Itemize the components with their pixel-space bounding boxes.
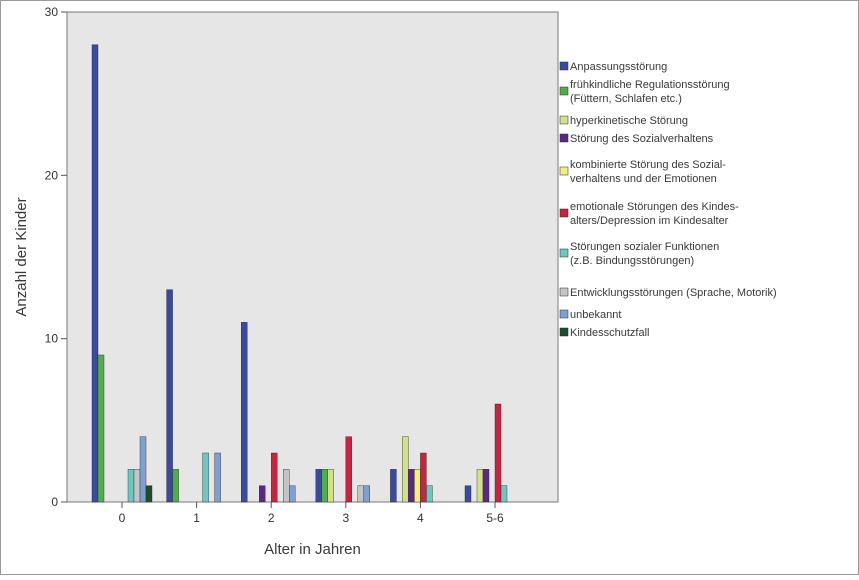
bar <box>271 452 278 503</box>
bar <box>500 485 508 503</box>
bar <box>357 485 364 503</box>
bar <box>91 44 99 503</box>
bar <box>214 452 221 503</box>
bar <box>426 485 433 503</box>
bar <box>482 469 490 503</box>
legend-entry: kombinierte Störung des Sozial-verhalten… <box>570 159 726 185</box>
legend-swatch <box>559 61 569 71</box>
bar <box>390 469 397 503</box>
bar <box>259 485 266 503</box>
bar <box>363 485 370 503</box>
bar <box>145 485 153 503</box>
bar <box>172 469 179 503</box>
bar <box>476 469 484 503</box>
axes-layer: 0 10 20 30 0 1 2 3 4 5-6 <box>45 5 504 525</box>
y-tick-label: 10 <box>45 332 59 346</box>
legend-swatch <box>559 287 569 297</box>
bar <box>127 469 135 503</box>
bar <box>464 485 472 503</box>
x-tick-label: 1 <box>193 511 200 525</box>
legend-swatch <box>559 327 569 337</box>
bar <box>494 403 502 503</box>
bar <box>166 289 173 503</box>
bar <box>289 485 296 503</box>
bar <box>202 452 209 503</box>
x-tick-label: 4 <box>417 511 424 525</box>
y-axis-title: Anzahl der Kinder <box>13 197 30 316</box>
bar <box>240 322 248 503</box>
legend-swatch <box>559 208 569 218</box>
legend-swatch <box>559 133 569 143</box>
bar <box>321 469 328 503</box>
bar <box>414 469 421 503</box>
y-tick-label: 30 <box>45 5 59 19</box>
bar <box>97 354 105 503</box>
legend: Anpassungsstörung frühkindliche Regulatio… <box>559 61 777 339</box>
bar <box>133 469 141 503</box>
legend-entry: Störung des Sozialverhaltens <box>570 133 714 145</box>
legend-entry: emotionale Störungen des Kindes-alters/D… <box>570 201 739 227</box>
bar <box>139 436 147 503</box>
legend-entry: frühkindliche Regulationsstörung (Füttern… <box>570 79 730 105</box>
x-tick-label: 3 <box>342 511 349 525</box>
bar <box>402 436 409 503</box>
bar <box>420 452 427 503</box>
legend-entry: Anpassungsstörung <box>570 61 667 73</box>
bar <box>327 469 334 503</box>
legend-entry: unbekannt <box>570 309 621 321</box>
x-tick-label: 2 <box>268 511 275 525</box>
legend-entry: hyperkinetische Störung <box>570 115 688 127</box>
bar <box>283 469 290 503</box>
bars-layer <box>91 44 508 503</box>
y-tick-label: 20 <box>45 168 59 182</box>
x-tick-label: 5-6 <box>486 511 504 525</box>
bar <box>315 469 322 503</box>
legend-swatch <box>559 309 569 319</box>
plot-area <box>66 11 559 503</box>
bar <box>345 436 352 503</box>
legend-entry: Kindesschutzfall <box>570 327 650 339</box>
legend-entry: Entwicklungsstörungen (Sprache, Motorik) <box>570 287 777 299</box>
legend-swatch <box>559 248 569 258</box>
legend-swatch <box>559 166 569 176</box>
legend-entry: Störungen sozialer Funktionen (z.B. Bindu… <box>570 241 719 267</box>
x-axis-title: Alter in Jahren <box>264 541 361 558</box>
legend-swatch <box>559 86 569 96</box>
y-tick-label: 0 <box>51 495 58 509</box>
x-tick-label: 0 <box>119 511 126 525</box>
legend-swatch <box>559 115 569 125</box>
bar <box>408 469 415 503</box>
